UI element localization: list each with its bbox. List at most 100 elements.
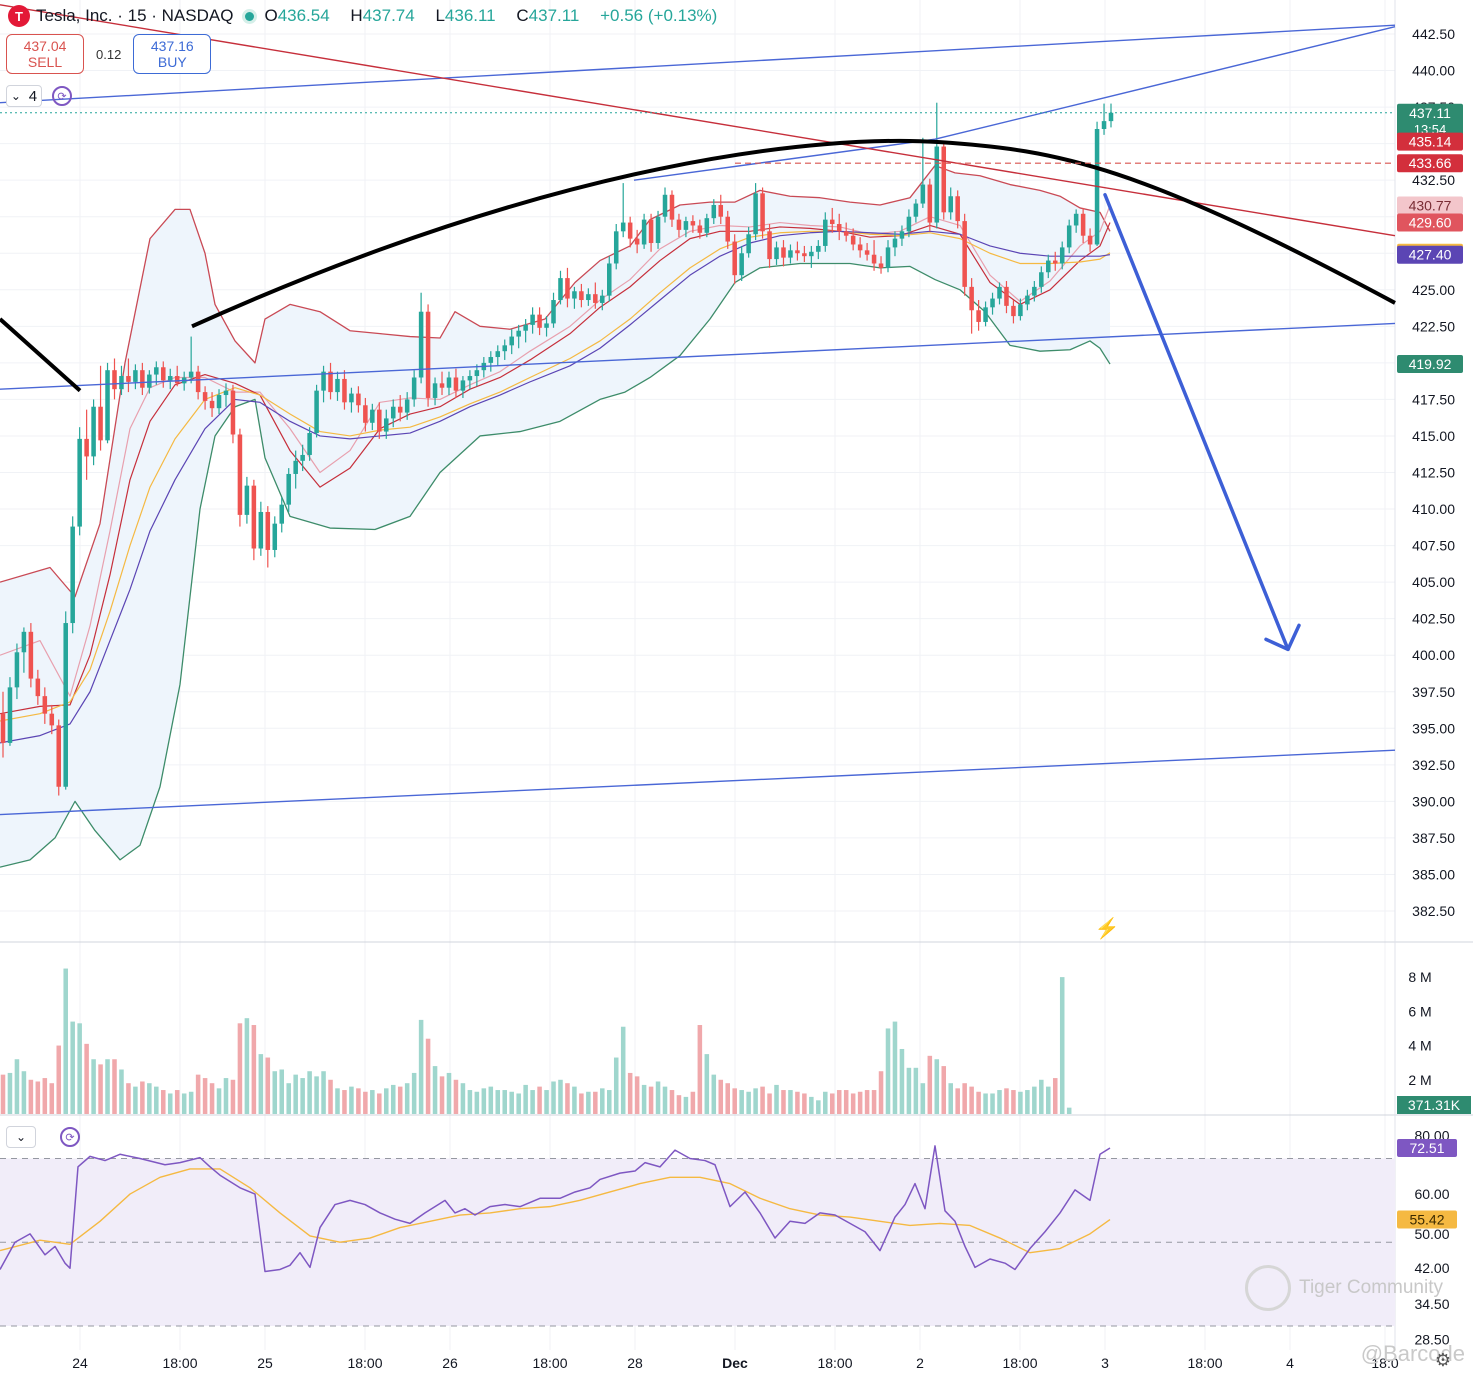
candle	[544, 316, 549, 337]
volume-last-label: 371.31K	[1408, 1097, 1461, 1113]
candle	[14, 643, 20, 700]
volume-bar	[356, 1088, 361, 1114]
low-label: L	[435, 6, 445, 25]
candle-body	[251, 485, 257, 549]
candle	[948, 187, 953, 220]
candle-body	[878, 263, 884, 268]
volume-bar	[63, 968, 68, 1114]
volume-bar	[676, 1095, 682, 1114]
candle	[823, 212, 828, 252]
candle-body	[161, 367, 166, 381]
candle	[850, 228, 856, 251]
candle	[739, 245, 744, 282]
volume-bar	[683, 1096, 689, 1114]
candle	[293, 450, 298, 489]
candle-body	[1025, 295, 1030, 305]
candle	[1039, 266, 1044, 293]
sync-icon[interactable]: ⟳	[52, 86, 72, 106]
candle	[697, 219, 703, 239]
volume-bar	[70, 1021, 75, 1114]
rsi-sync-icon[interactable]: ⟳	[60, 1127, 80, 1147]
volume-bar	[836, 1090, 842, 1114]
volume-bar	[370, 1090, 375, 1114]
candle-body	[655, 216, 661, 244]
candle	[42, 687, 48, 724]
candle	[593, 282, 598, 309]
candle	[613, 224, 619, 270]
tesla-logo-icon: T	[8, 5, 30, 27]
candle	[767, 224, 772, 268]
watermark-text: Tiger Community	[1299, 1277, 1443, 1298]
candle-body	[98, 406, 103, 441]
candle-body	[843, 231, 849, 236]
candle	[878, 256, 884, 274]
candle	[216, 389, 222, 415]
volume-bar	[495, 1090, 501, 1114]
indicators-collapse-button[interactable]: ⌄ 4	[6, 85, 42, 107]
volume-bar	[418, 1019, 424, 1114]
candle	[418, 292, 424, 384]
candle-body	[63, 623, 68, 787]
candle-body	[885, 247, 891, 268]
candle	[279, 497, 285, 533]
volume-bar	[328, 1079, 333, 1114]
settings-gear-icon[interactable]: ⚙	[1434, 1350, 1451, 1370]
candle	[70, 516, 75, 634]
volume-bar	[432, 1066, 438, 1114]
candle	[920, 137, 926, 208]
volume-bar	[899, 1048, 905, 1114]
price-tick-label: 410.00	[1412, 501, 1455, 517]
candle-body	[174, 376, 180, 384]
candle	[606, 256, 612, 302]
candle-body	[397, 406, 403, 413]
trendline-blue-3	[0, 24, 1396, 104]
volume-bar	[620, 1026, 626, 1114]
candle	[641, 213, 647, 249]
price-tick-label: 385.00	[1412, 866, 1455, 882]
volume-bar	[885, 1028, 891, 1114]
candle	[586, 288, 591, 306]
volume-bar	[21, 1071, 27, 1114]
candle	[488, 351, 494, 372]
volume-bar	[77, 1023, 82, 1114]
candle-body	[732, 241, 737, 276]
candle	[1108, 103, 1114, 128]
candle	[620, 183, 626, 238]
time-tick-label: 18:00	[532, 1355, 567, 1371]
candle	[669, 190, 675, 227]
candle	[509, 329, 514, 355]
candle-body	[850, 235, 856, 245]
volume-tick-label: 8 M	[1408, 969, 1431, 985]
candle	[634, 229, 640, 254]
candle-body	[983, 307, 988, 322]
candle-body	[1080, 213, 1086, 236]
volume-bar	[307, 1071, 312, 1114]
volume-bar	[530, 1090, 535, 1114]
candle-body	[1108, 112, 1114, 122]
time-tick-label: 4	[1286, 1355, 1294, 1371]
candle-body	[390, 406, 396, 419]
watermark: Tiger Community	[1245, 1265, 1443, 1311]
candle-body	[809, 251, 814, 257]
candle	[349, 387, 354, 413]
volume-bar	[237, 1023, 243, 1114]
candle-body	[976, 310, 981, 322]
volume-tick-label: 2 M	[1408, 1072, 1431, 1088]
candle	[857, 237, 863, 258]
candle	[1032, 281, 1037, 302]
candle	[258, 501, 264, 556]
candle-body	[502, 345, 508, 352]
symbol-title[interactable]: Tesla, Inc. · 15 · NASDAQ	[36, 6, 234, 25]
candle-body	[802, 253, 807, 257]
rsi-collapse-button[interactable]: ⌄	[6, 1126, 36, 1148]
candle	[725, 210, 730, 249]
sell-button[interactable]: 437.04 SELL	[6, 34, 84, 74]
candle-body	[147, 374, 152, 388]
candle	[161, 361, 166, 388]
candle-body	[913, 203, 919, 217]
candle	[927, 178, 933, 232]
buy-button[interactable]: 437.16 BUY	[133, 34, 212, 74]
candle	[237, 428, 243, 527]
